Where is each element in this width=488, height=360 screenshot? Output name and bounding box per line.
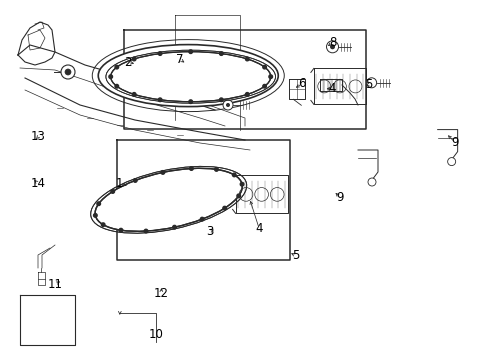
Circle shape <box>97 202 101 206</box>
Ellipse shape <box>98 45 278 107</box>
Text: 10: 10 <box>149 328 163 341</box>
Circle shape <box>366 78 376 88</box>
Circle shape <box>219 52 223 55</box>
Circle shape <box>447 158 455 166</box>
Text: 14: 14 <box>31 177 45 190</box>
Text: 11: 11 <box>47 278 62 291</box>
Circle shape <box>189 167 193 170</box>
Circle shape <box>133 179 137 182</box>
Ellipse shape <box>110 52 270 102</box>
Circle shape <box>188 50 192 54</box>
Circle shape <box>132 93 136 96</box>
Circle shape <box>245 93 248 96</box>
Circle shape <box>161 171 164 174</box>
Circle shape <box>188 100 192 103</box>
Text: 9: 9 <box>450 136 458 149</box>
Text: 12: 12 <box>154 287 168 300</box>
Circle shape <box>245 57 248 61</box>
Circle shape <box>144 229 147 233</box>
Circle shape <box>93 213 97 217</box>
Text: 4: 4 <box>255 222 263 235</box>
Circle shape <box>65 69 71 75</box>
Circle shape <box>119 228 122 232</box>
Text: 7: 7 <box>176 53 183 66</box>
Circle shape <box>158 52 162 55</box>
Circle shape <box>158 98 162 102</box>
Text: 5: 5 <box>291 249 299 262</box>
Circle shape <box>236 194 240 198</box>
Text: 3: 3 <box>206 225 214 238</box>
Text: 6: 6 <box>298 77 305 90</box>
Ellipse shape <box>95 168 242 231</box>
Circle shape <box>109 75 112 78</box>
Circle shape <box>223 100 232 110</box>
Circle shape <box>101 223 105 226</box>
Circle shape <box>225 103 229 107</box>
Circle shape <box>262 85 266 88</box>
Ellipse shape <box>199 78 217 90</box>
Circle shape <box>268 75 272 78</box>
Circle shape <box>240 183 244 186</box>
Text: 9: 9 <box>335 191 343 204</box>
Text: 2: 2 <box>124 56 132 69</box>
Circle shape <box>232 173 236 177</box>
Circle shape <box>367 178 375 186</box>
Circle shape <box>223 206 226 210</box>
Circle shape <box>111 190 114 193</box>
Text: 1: 1 <box>116 177 123 190</box>
Circle shape <box>200 217 203 221</box>
Circle shape <box>214 168 218 171</box>
Circle shape <box>262 65 266 69</box>
Text: 8: 8 <box>328 36 336 49</box>
Circle shape <box>219 98 223 102</box>
Circle shape <box>326 41 338 53</box>
Circle shape <box>329 44 334 49</box>
Text: 13: 13 <box>31 130 45 143</box>
Circle shape <box>61 65 75 79</box>
Circle shape <box>132 57 136 61</box>
Circle shape <box>115 85 119 88</box>
Text: 4: 4 <box>328 82 336 95</box>
Circle shape <box>115 65 119 69</box>
Text: 5: 5 <box>365 78 372 91</box>
Circle shape <box>172 225 176 229</box>
